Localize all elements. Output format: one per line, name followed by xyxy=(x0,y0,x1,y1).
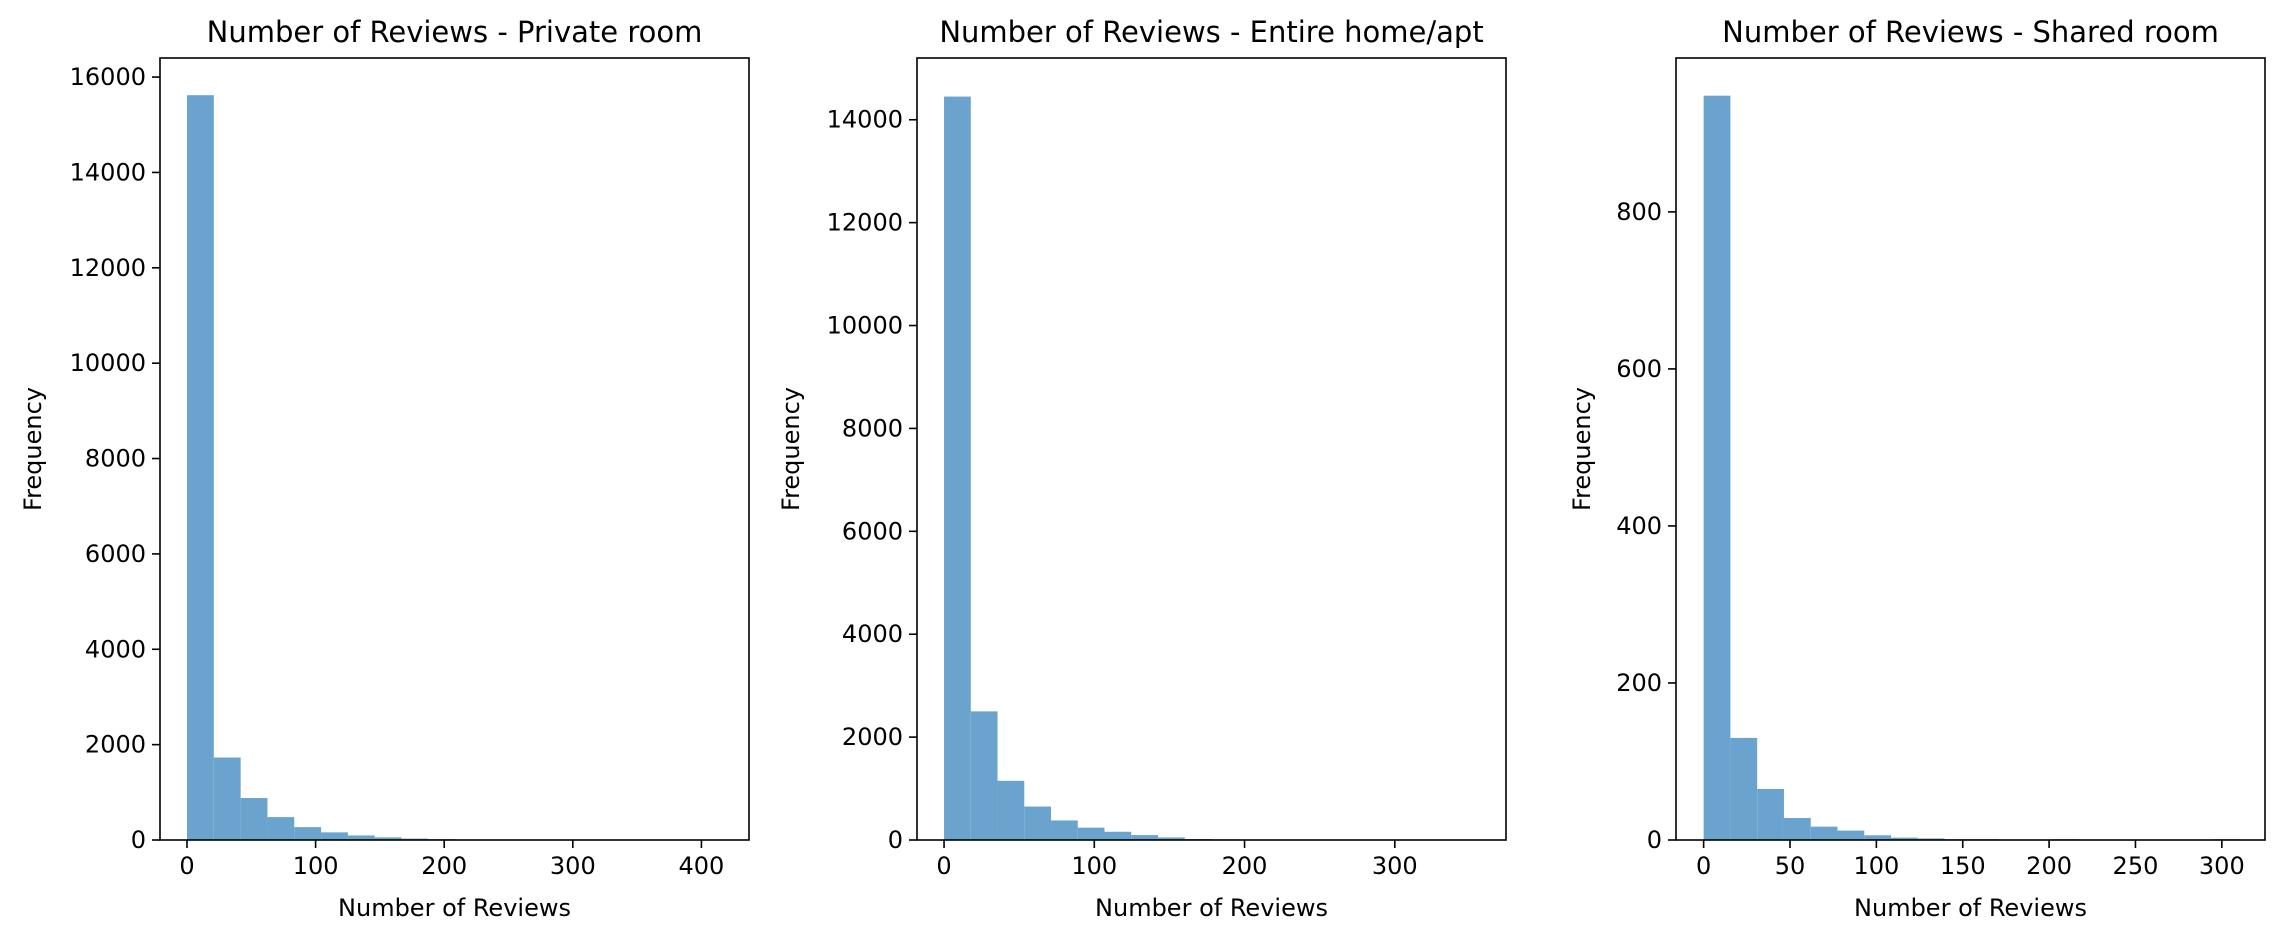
x-tick-label: 0 xyxy=(1696,852,1711,880)
bars-group xyxy=(1703,95,2240,840)
x-tick-label: 200 xyxy=(421,852,467,880)
histogram-bar xyxy=(1024,806,1052,840)
y-axis-label: Frequency xyxy=(777,387,805,511)
x-tick-label: 200 xyxy=(2026,852,2072,880)
y-axis-label: Frequency xyxy=(1568,387,1596,511)
x-axis-label: Number of Reviews xyxy=(1854,894,2087,922)
histogram-bar xyxy=(294,827,322,840)
y-tick-label: 4000 xyxy=(85,635,146,663)
chart-title: Number of Reviews - Private room xyxy=(207,15,703,49)
bars-group xyxy=(187,95,724,840)
ticks-group: 0 100 200 300 0 2000 4000 6000 8000 10000 12000 140… xyxy=(827,106,1418,880)
histogram-panel-entire-home: Number of Reviews - Entire home/apt Numb… xyxy=(777,15,1507,922)
x-tick-label: 100 xyxy=(293,852,339,880)
histogram-bar xyxy=(1783,818,1811,840)
y-tick-label: 12000 xyxy=(70,254,146,282)
x-tick-label: 400 xyxy=(679,852,725,880)
y-tick-label: 200 xyxy=(1616,669,1662,697)
histogram-bar xyxy=(1730,737,1758,840)
ticks-group: 0 100 200 300 400020004000600080001000012000… xyxy=(70,63,725,880)
y-tick-label: 6000 xyxy=(842,517,903,545)
y-tick-label: 4000 xyxy=(842,620,903,648)
histogram-bar xyxy=(1837,830,1865,840)
chart-title: Number of Reviews - Shared room xyxy=(1722,15,2219,49)
histogram-bar xyxy=(187,95,214,840)
histogram-bar xyxy=(1810,826,1838,840)
chart-title: Number of Reviews - Entire home/apt xyxy=(939,15,1483,49)
histogram-bar xyxy=(1104,831,1132,840)
x-tick-label: 250 xyxy=(2113,852,2159,880)
y-axis-label: Frequency xyxy=(19,387,47,511)
histogram-bar xyxy=(321,832,348,840)
histogram-bar xyxy=(374,837,402,840)
x-tick-label: 200 xyxy=(1222,852,1268,880)
x-tick-label: 150 xyxy=(1940,852,1986,880)
y-tick-label: 2000 xyxy=(842,723,903,751)
x-tick-label: 100 xyxy=(1071,852,1117,880)
y-tick-label: 8000 xyxy=(842,414,903,442)
x-tick-label: 300 xyxy=(2199,852,2245,880)
x-tick-label: 50 xyxy=(1775,852,1806,880)
x-tick-label: 300 xyxy=(1372,852,1418,880)
y-tick-label: 600 xyxy=(1616,355,1662,383)
histogram-bar xyxy=(997,780,1025,840)
x-axis-label: Number of Reviews xyxy=(338,894,571,922)
y-tick-label: 14000 xyxy=(827,106,903,134)
y-tick-label: 0 xyxy=(888,826,903,854)
y-tick-label: 2000 xyxy=(85,731,146,759)
y-tick-label: 800 xyxy=(1616,198,1662,226)
histogram-bar xyxy=(1703,95,1731,840)
histogram-bar xyxy=(213,757,241,840)
histogram-bar xyxy=(1757,788,1784,840)
y-tick-label: 14000 xyxy=(70,158,146,186)
y-tick-label: 12000 xyxy=(827,209,903,237)
y-tick-label: 400 xyxy=(1616,512,1662,540)
y-tick-label: 0 xyxy=(131,826,146,854)
y-tick-label: 0 xyxy=(1647,826,1662,854)
plot-frame xyxy=(1675,57,2266,841)
histogram-panel-shared-room: Number of Reviews - Shared room Number o… xyxy=(1568,15,2266,922)
x-tick-label: 0 xyxy=(179,852,194,880)
histogram-bar xyxy=(1158,837,1185,840)
histogram-bar xyxy=(944,96,971,841)
histogram-bar xyxy=(970,711,998,840)
histogram-panel-private-room: Number of Reviews - Private room Number … xyxy=(19,15,750,922)
x-tick-label: 0 xyxy=(936,852,951,880)
histogram-bar xyxy=(240,798,268,840)
y-tick-label: 10000 xyxy=(70,349,146,377)
y-tick-label: 6000 xyxy=(85,540,146,568)
x-tick-label: 300 xyxy=(550,852,596,880)
histogram-bar xyxy=(1864,835,1892,840)
x-axis-label: Number of Reviews xyxy=(1095,894,1328,922)
y-tick-label: 16000 xyxy=(70,63,146,91)
bars-group xyxy=(944,96,1479,841)
histogram-bar xyxy=(1131,835,1159,840)
plot-frame xyxy=(916,57,1507,841)
ticks-group: 0 50 100 150 200 250 300 0 200 400 600 800 xyxy=(1616,198,2245,880)
histogram-bar xyxy=(1891,837,1918,840)
histogram-bar xyxy=(267,817,295,840)
histogram-bar xyxy=(1051,820,1078,840)
y-tick-label: 10000 xyxy=(827,312,903,340)
histogram-bar xyxy=(347,835,375,840)
plot-frame xyxy=(159,57,750,841)
histogram-bar xyxy=(1077,827,1105,840)
y-tick-label: 8000 xyxy=(85,445,146,473)
x-tick-label: 100 xyxy=(1853,852,1899,880)
